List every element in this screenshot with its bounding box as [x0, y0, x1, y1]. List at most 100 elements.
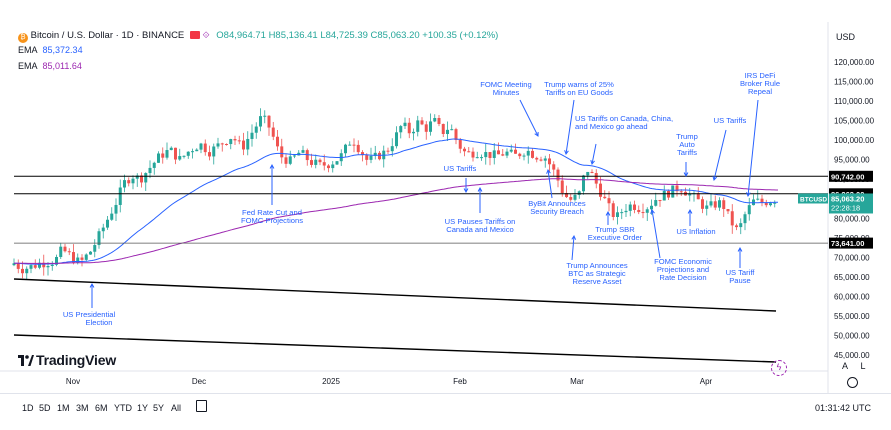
time-axis-label: Nov [66, 377, 80, 386]
ema2-label: EMA [18, 61, 38, 71]
event-annotation-text: FOMC Economic Projections and Rate Decisio… [654, 257, 712, 282]
event-annotation-line: Projections and [657, 265, 709, 274]
share-icon[interactable]: ⟐ [202, 30, 210, 40]
symbol-header[interactable]: ₿ Bitcoin / U.S. Dollar · 1D · BINANCE ⟐… [18, 30, 498, 43]
price-tags-layer: 90,742.0086,263.0073,641.00BTCUSD85,063.… [798, 170, 873, 249]
event-annotation-line: US Presidential [63, 310, 116, 319]
sr-lines-layer[interactable] [14, 175, 828, 244]
event-annotation[interactable]: FOMC Economic Projections and Rate Decisio… [650, 208, 712, 282]
event-annotation[interactable]: Trump warns of 25% Tariffs on EU Goods [544, 80, 614, 156]
event-annotation[interactable]: ByBit Announces Security Breach [528, 168, 586, 216]
candle-body [140, 175, 143, 183]
event-annotation[interactable]: Trump Announces BTC as Strategic Reserve A… [566, 234, 628, 286]
timeframe-button-6m[interactable]: 6M [95, 403, 108, 413]
event-annotation[interactable]: US Pauses Tariffs on Canada and Mexico [445, 186, 516, 234]
annotations-layer[interactable]: US Presidential Election Fed Rate Cut and F… [63, 71, 780, 327]
candle-body [696, 193, 700, 200]
candle-body [314, 159, 318, 165]
candle-body [539, 159, 543, 161]
event-annotation[interactable]: US Tariffs on Canada, China, and Mexico g… [575, 114, 673, 166]
candle-body [284, 157, 288, 164]
flag-icon[interactable] [189, 31, 200, 39]
last-price-tag-bg [829, 193, 873, 214]
candle-body [399, 126, 403, 133]
candle-body [607, 198, 611, 204]
event-annotation[interactable]: US Inflation [676, 208, 716, 236]
log-scale-button[interactable]: L [860, 361, 866, 371]
candle-body [454, 129, 458, 141]
candle-body [246, 138, 250, 150]
alert-lightning-icon[interactable]: ϟ [771, 360, 787, 376]
candle-body [552, 164, 556, 170]
event-annotation-line: Tariffs on EU Goods [545, 88, 613, 97]
candle-body [662, 190, 666, 201]
trend-lines-layer[interactable] [13, 278, 777, 363]
event-annotation[interactable]: US Tariffs [444, 164, 477, 194]
candle-body [471, 151, 475, 158]
event-annotation[interactable]: Trump SBR Executive Order [588, 210, 643, 242]
candle-body [327, 165, 330, 169]
event-annotation[interactable]: IRS DeFi Broker Rule Repeal [740, 71, 780, 198]
candle-body [322, 162, 326, 166]
candle-body [590, 171, 594, 174]
candle-body [480, 157, 483, 159]
candle-body [212, 146, 216, 157]
candle-body [216, 143, 220, 147]
ema2-row[interactable]: EMA 85,011.64 [18, 61, 82, 71]
event-arrow-shaft [651, 209, 661, 259]
timeframe-button-all[interactable]: All [171, 403, 182, 413]
candle-body [16, 263, 20, 269]
price-axis-label: 120,000.00 [834, 58, 875, 67]
candle-body [174, 147, 177, 160]
timeframe-button-ytd[interactable]: YTD [114, 403, 132, 413]
candle-body [365, 155, 369, 160]
event-annotation[interactable]: US Tariff Pause [726, 246, 756, 285]
time-axis-label: 2025 [322, 377, 340, 386]
ema1-row[interactable]: EMA 85,372.34 [18, 45, 83, 55]
time-axis[interactable]: Nov Dec 2025 Feb Mar Apr [66, 377, 713, 386]
date-range-icon[interactable] [196, 400, 207, 412]
candle-body [730, 211, 734, 226]
event-annotation[interactable]: Fed Rate Cut and FOMC Projections [241, 163, 303, 225]
candle-body [80, 257, 84, 260]
trend-line-upper[interactable] [13, 278, 777, 312]
event-annotation[interactable]: US Presidential Election [63, 282, 116, 327]
event-annotation[interactable]: Trump Auto Tariffs [676, 132, 698, 178]
last-symbol-tag-bg [798, 193, 828, 204]
utc-clock[interactable]: 01:31:42 UTC [815, 403, 872, 413]
price-axis-label: 45,000.00 [834, 351, 870, 360]
event-annotation-line: FOMC Projections [241, 216, 303, 225]
timeframe-button-5d[interactable]: 5D [39, 403, 51, 413]
timeframe-button-1d[interactable]: 1D [22, 403, 34, 413]
candle-body [267, 115, 271, 128]
event-arrow-head [89, 282, 95, 288]
candle-body [429, 121, 432, 132]
event-annotation-text: FOMC Meeting Minutes [480, 80, 531, 97]
event-annotation-line: and Mexico go ahead [575, 122, 648, 131]
auto-scale-button[interactable]: A [841, 361, 848, 371]
event-annotation-text: Trump SBR Executive Order [588, 225, 643, 242]
candle-body [50, 264, 54, 267]
event-annotation-line: Security Breach [530, 207, 584, 216]
currency-label[interactable]: USD [836, 32, 856, 42]
price-axis-label: 100,000.00 [834, 136, 875, 145]
event-annotation[interactable]: US Tariffs [712, 116, 747, 182]
event-arrow-head [712, 176, 718, 182]
candle-body [72, 252, 75, 263]
settings-gear-icon[interactable] [847, 377, 858, 388]
timeframe-button-5y[interactable]: 5Y [153, 403, 165, 413]
candle-body [12, 263, 16, 266]
candle-body [424, 124, 428, 132]
candle-body [488, 152, 492, 158]
candle-body [199, 143, 203, 150]
trend-line-lower[interactable] [13, 334, 777, 363]
candle-body [46, 266, 50, 268]
event-annotation[interactable]: FOMC Meeting Minutes [480, 80, 539, 137]
event-annotation-line: Rate Decision [659, 273, 706, 282]
timeframe-button-3m[interactable]: 3M [76, 403, 89, 413]
candle-body [356, 144, 360, 153]
timeframe-button-1y[interactable]: 1Y [137, 403, 149, 413]
timeframe-button-1m[interactable]: 1M [57, 403, 70, 413]
